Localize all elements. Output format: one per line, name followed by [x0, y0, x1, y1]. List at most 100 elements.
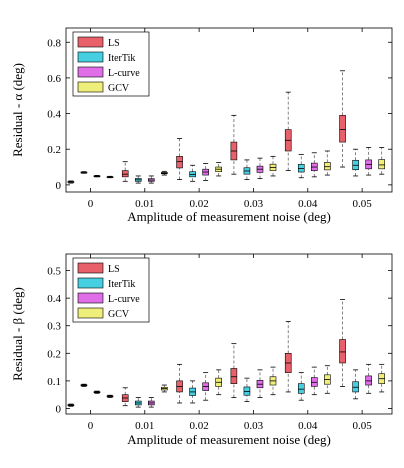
box-itertik [297, 372, 305, 401]
y-tick-label: 0.6 [47, 73, 61, 85]
box-itertik [80, 171, 88, 174]
legend-label: GCV [108, 83, 130, 94]
box-ls [121, 387, 129, 407]
box-ls [230, 343, 238, 398]
y-tick-label: 0.2 [47, 144, 61, 156]
legend: LS IterTik L-curve GCV [72, 31, 150, 97]
legend-swatch [77, 51, 104, 63]
y-tick-label: 0.5 [47, 266, 61, 278]
box-l-curve [148, 175, 155, 184]
legend-label: IterTik [108, 279, 135, 290]
box-l-curve [311, 152, 318, 178]
x-tick-label: 0.04 [298, 420, 318, 432]
legend-label: LS [108, 264, 120, 275]
box-gcv [215, 369, 222, 396]
box-body [176, 156, 183, 169]
plot-frame [65, 253, 393, 415]
legend-swatch [77, 66, 104, 78]
box-gcv [161, 384, 168, 393]
y-tick-label: 0.4 [47, 293, 61, 305]
box-ls [339, 299, 346, 387]
x-tick-label: 0.02 [189, 420, 208, 432]
x-tick-label: 0.03 [244, 198, 264, 210]
box-ls [176, 363, 183, 404]
box-itertik [189, 164, 196, 182]
box-body [378, 159, 385, 170]
box-ls [67, 180, 75, 184]
legend: LS IterTik L-curve GCV [72, 257, 150, 323]
box-l-curve [93, 390, 101, 394]
box-ls [284, 321, 292, 393]
box-gcv [378, 363, 385, 393]
legend-swatch [77, 292, 104, 304]
box-l-curve [256, 369, 264, 398]
chart-panel-2: 0 0.1 0.2 0.3 0.4 0.5 0 0.01 0.02 0.03 0.04 0.05 Amp… [10, 253, 393, 447]
x-axis-title: Amplitude of measurement noise (deg) [127, 209, 331, 224]
box-gcv [215, 162, 222, 177]
y-tick-label: 0.2 [47, 348, 61, 360]
box-body [365, 375, 372, 386]
legend-swatch [77, 277, 104, 289]
x-tick-label: 0.04 [298, 198, 318, 210]
box-l-curve [365, 147, 372, 176]
box-gcv [106, 394, 114, 398]
legend-label: GCV [108, 309, 130, 320]
legend-label: L-curve [108, 294, 140, 305]
box-itertik [80, 383, 88, 387]
y-tick-label: 0 [56, 180, 62, 192]
x-tick-label: 0 [88, 198, 94, 210]
legend-label: L-curve [108, 68, 140, 79]
box-l-curve [365, 363, 372, 394]
box-ls [230, 114, 238, 175]
box-body [339, 339, 346, 364]
y-axis-title: Residual - α (deg) [10, 63, 25, 157]
box-ls [67, 403, 75, 407]
x-tick-label: 0.05 [352, 420, 372, 432]
box-itertik [243, 159, 251, 180]
legend-label: LS [108, 38, 120, 49]
box-ls [121, 161, 129, 182]
box-l-curve [256, 157, 264, 180]
x-tick-label: 0.03 [244, 420, 264, 432]
legend-swatch [77, 307, 104, 319]
box-gcv [269, 155, 277, 177]
y-axis-title: Residual - β (deg) [10, 287, 25, 381]
box-body [324, 162, 331, 171]
x-tick-label: 0.01 [135, 198, 154, 210]
box-body [339, 115, 346, 143]
x-tick-label: 0 [88, 420, 94, 432]
x-tick-label: 0.05 [352, 198, 372, 210]
y-tick-label: 0.3 [47, 321, 61, 333]
chart-panel-1: 0 0.2 0.4 0.6 0.8 0 0.01 0.02 0.03 0.04 0.05 Amplit… [10, 27, 393, 224]
box-body [230, 368, 238, 384]
box-itertik [189, 380, 196, 404]
box-ls [339, 70, 346, 168]
box-l-curve [311, 366, 318, 396]
x-tick-label: 0.02 [189, 198, 208, 210]
box-gcv [378, 147, 385, 175]
box-gcv [161, 170, 168, 176]
x-axis-title: Amplitude of measurement noise (deg) [127, 432, 331, 447]
legend-swatch [77, 36, 104, 48]
y-tick-label: 0 [56, 403, 62, 415]
box-gcv [324, 150, 331, 176]
box-l-curve [202, 372, 209, 401]
box-body [352, 381, 359, 393]
box-gcv [106, 175, 114, 179]
box-itertik [352, 369, 359, 400]
box-itertik [134, 175, 142, 184]
legend-label: IterTik [108, 53, 135, 64]
y-tick-label: 0.4 [47, 109, 61, 121]
box-gcv [269, 366, 277, 396]
box-body [297, 383, 305, 394]
box-body [121, 170, 129, 178]
plot-frame [65, 27, 393, 193]
box-l-curve [202, 163, 209, 181]
y-tick-label: 0.1 [47, 376, 61, 388]
y-tick-label: 0.8 [47, 37, 61, 49]
legend-swatch [77, 81, 104, 93]
box-l-curve [93, 175, 101, 178]
box-itertik [352, 148, 359, 177]
box-itertik [297, 154, 305, 179]
